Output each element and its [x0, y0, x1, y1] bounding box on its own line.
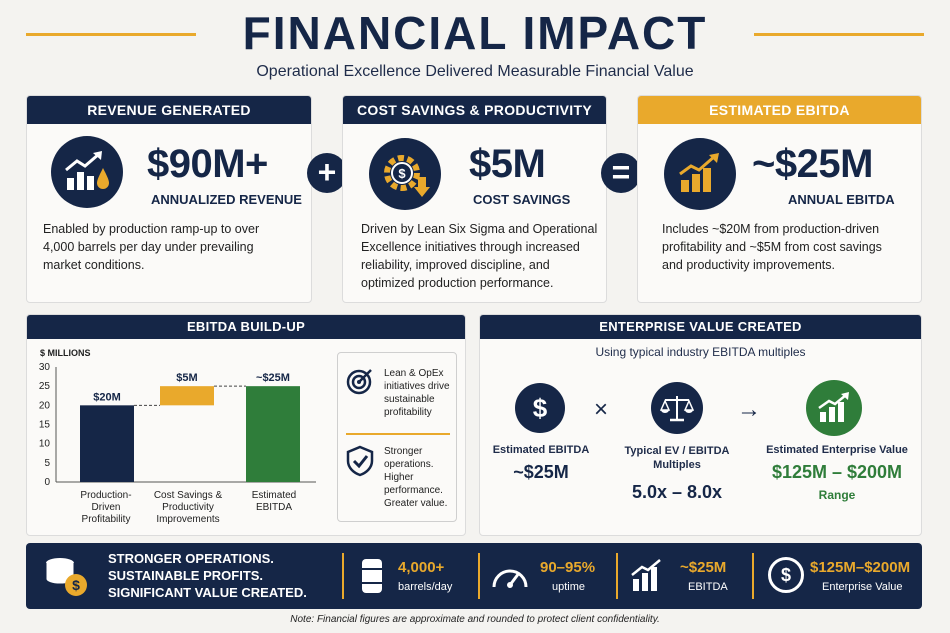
bar-chart-arrow-icon	[664, 138, 736, 210]
ev-ebitda-label: Estimated EBITDA	[492, 444, 590, 456]
arrow-operator: →	[737, 396, 761, 423]
title-rule-left	[26, 33, 196, 36]
stat-barrels-label: barrels/day	[398, 581, 453, 593]
ev-multiples-label: Typical EV / EBITDA Multiples	[624, 445, 730, 471]
revenue-card-heading: REVENUE GENERATED	[27, 96, 311, 124]
ebitda-card: ESTIMATED EBITDA ~$25M ANNUAL EBITDA Inc…	[637, 95, 922, 303]
barrel-icon	[360, 557, 384, 600]
cost-savings-card: COST SAVINGS & PRODUCTIVITY $ $5M COST S…	[342, 95, 607, 303]
footer-banner: $ STRONGER OPERATIONS. SUSTAINABLE PROFI…	[26, 543, 922, 609]
ev-estimate-value: $125M – $200M	[771, 462, 903, 482]
footer-divider	[478, 553, 480, 599]
ev-estimate-range: Range	[818, 488, 856, 502]
ebitda-value: ~$25M	[752, 142, 873, 186]
ev-estimate-label: Estimated Enterprise Value	[766, 444, 908, 456]
revenue-description: Enabled by production ramp-up to over 4,…	[43, 222, 260, 272]
stat-ebitda-label: EBITDA	[688, 581, 728, 593]
gear-dollar-icon: $	[369, 138, 441, 210]
revenue-card: REVENUE GENERATED $90M+ ANNUALIZED REVEN…	[26, 95, 312, 303]
page-title: FINANCIAL IMPACT	[242, 7, 708, 59]
bar-value-label: $5M	[176, 372, 197, 384]
ebitda-buildup-heading: EBITDA BUILD-UP	[27, 315, 465, 339]
stat-ebitda-value: ~$25M	[680, 559, 727, 576]
cost-savings-card-heading: COST SAVINGS & PRODUCTIVITY	[343, 96, 606, 124]
gauge-icon	[490, 559, 530, 596]
ebitda-buildup-chart: $ MILLIONS 0 5 10 15 20 25 30 $20M $5M ~$25M	[39, 348, 316, 488]
times-operator: ×	[594, 396, 609, 423]
coins-dollar-icon: $	[42, 555, 88, 602]
stat-uptime-value: 90–95%	[540, 559, 596, 576]
footer-divider	[752, 553, 754, 599]
ebitda-side-notes: Lean & OpEx initiatives drive sustainabl…	[337, 352, 457, 522]
footer-tagline-3: SIGNIFICANT VALUE CREATED.	[108, 585, 307, 600]
cost-savings-description: Driven by Lean Six Sigma and Operational…	[361, 222, 598, 290]
chart-bar	[246, 386, 300, 482]
y-tick-label: 10	[39, 439, 51, 450]
chart-category-ebitda: Estimated EBITDA	[251, 490, 297, 513]
chart-y-axis-label: $ MILLIONS	[40, 348, 91, 358]
revenue-value: $90M+	[147, 142, 268, 186]
dollar-circle-icon: $	[768, 557, 804, 593]
side-note-divider	[346, 433, 450, 435]
enterprise-value-subheading: Using typical industry EBITDA multiples	[595, 345, 806, 359]
enterprise-value-heading: ENTERPRISE VALUE CREATED	[480, 315, 921, 339]
stat-ev-value: $125M–$200M	[810, 559, 911, 576]
stat-barrels-value: 4,000+	[398, 559, 445, 576]
cost-savings-caption: COST SAVINGS	[473, 192, 571, 207]
title-rule-right	[754, 33, 924, 36]
y-tick-label: 25	[39, 381, 51, 392]
target-icon	[346, 367, 374, 400]
bar-value-label: ~$25M	[256, 372, 290, 384]
y-tick-label: 0	[44, 477, 50, 488]
bar-chart-icon	[630, 557, 664, 598]
growth-chart-icon	[806, 380, 862, 436]
ev-multiples-value: 5.0x – 8.0x	[631, 482, 723, 502]
page-subtitle: Operational Excellence Delivered Measura…	[256, 63, 694, 80]
growth-chart-oil-drop-icon	[51, 136, 123, 208]
stat-ev-label: Enterprise Value	[822, 581, 903, 593]
footer-divider	[616, 553, 618, 599]
bar-value-label: $20M	[93, 391, 121, 403]
footnote: Note: Financial figures are approximate …	[290, 614, 660, 625]
ebitda-card-heading: ESTIMATED EBITDA	[638, 96, 921, 124]
plus-operator: +	[307, 153, 347, 193]
svg-text:$: $	[398, 166, 406, 181]
y-tick-label: 20	[39, 400, 51, 411]
chart-category-cost-savings: Cost Savings & Productivity Improvements	[153, 490, 223, 525]
stat-uptime-label: uptime	[552, 581, 586, 593]
y-tick-label: 15	[39, 420, 51, 431]
enterprise-value-panel: ENTERPRISE VALUE CREATED	[479, 314, 922, 536]
dollar-icon: $	[515, 383, 565, 433]
scale-icon	[651, 382, 703, 434]
side-note-lean: Lean & OpEx initiatives drive sustainabl…	[384, 368, 450, 418]
ev-ebitda-value: ~$25M	[513, 462, 569, 482]
footer-tagline-1: STRONGER OPERATIONS.	[108, 551, 274, 566]
revenue-caption: ANNUALIZED REVENUE	[151, 192, 302, 207]
footer-divider	[342, 553, 344, 599]
chart-category-production: Production-Driven Profitability	[80, 490, 132, 525]
ebitda-caption: ANNUAL EBITDA	[788, 192, 895, 207]
footer-tagline-2: SUSTAINABLE PROFITS.	[108, 568, 264, 583]
y-tick-label: 5	[44, 458, 50, 469]
chart-bar	[160, 386, 214, 406]
side-note-stronger: Stronger operations. Higher performance.…	[384, 446, 448, 509]
cost-savings-value: $5M	[469, 142, 546, 186]
ebitda-description: Includes ~$20M from production-driven pr…	[662, 222, 882, 272]
svg-text:$: $	[72, 577, 80, 593]
chart-bar	[80, 405, 134, 482]
equals-operator: =	[601, 153, 641, 193]
shield-check-icon	[346, 445, 374, 482]
y-tick-label: 30	[39, 362, 51, 373]
